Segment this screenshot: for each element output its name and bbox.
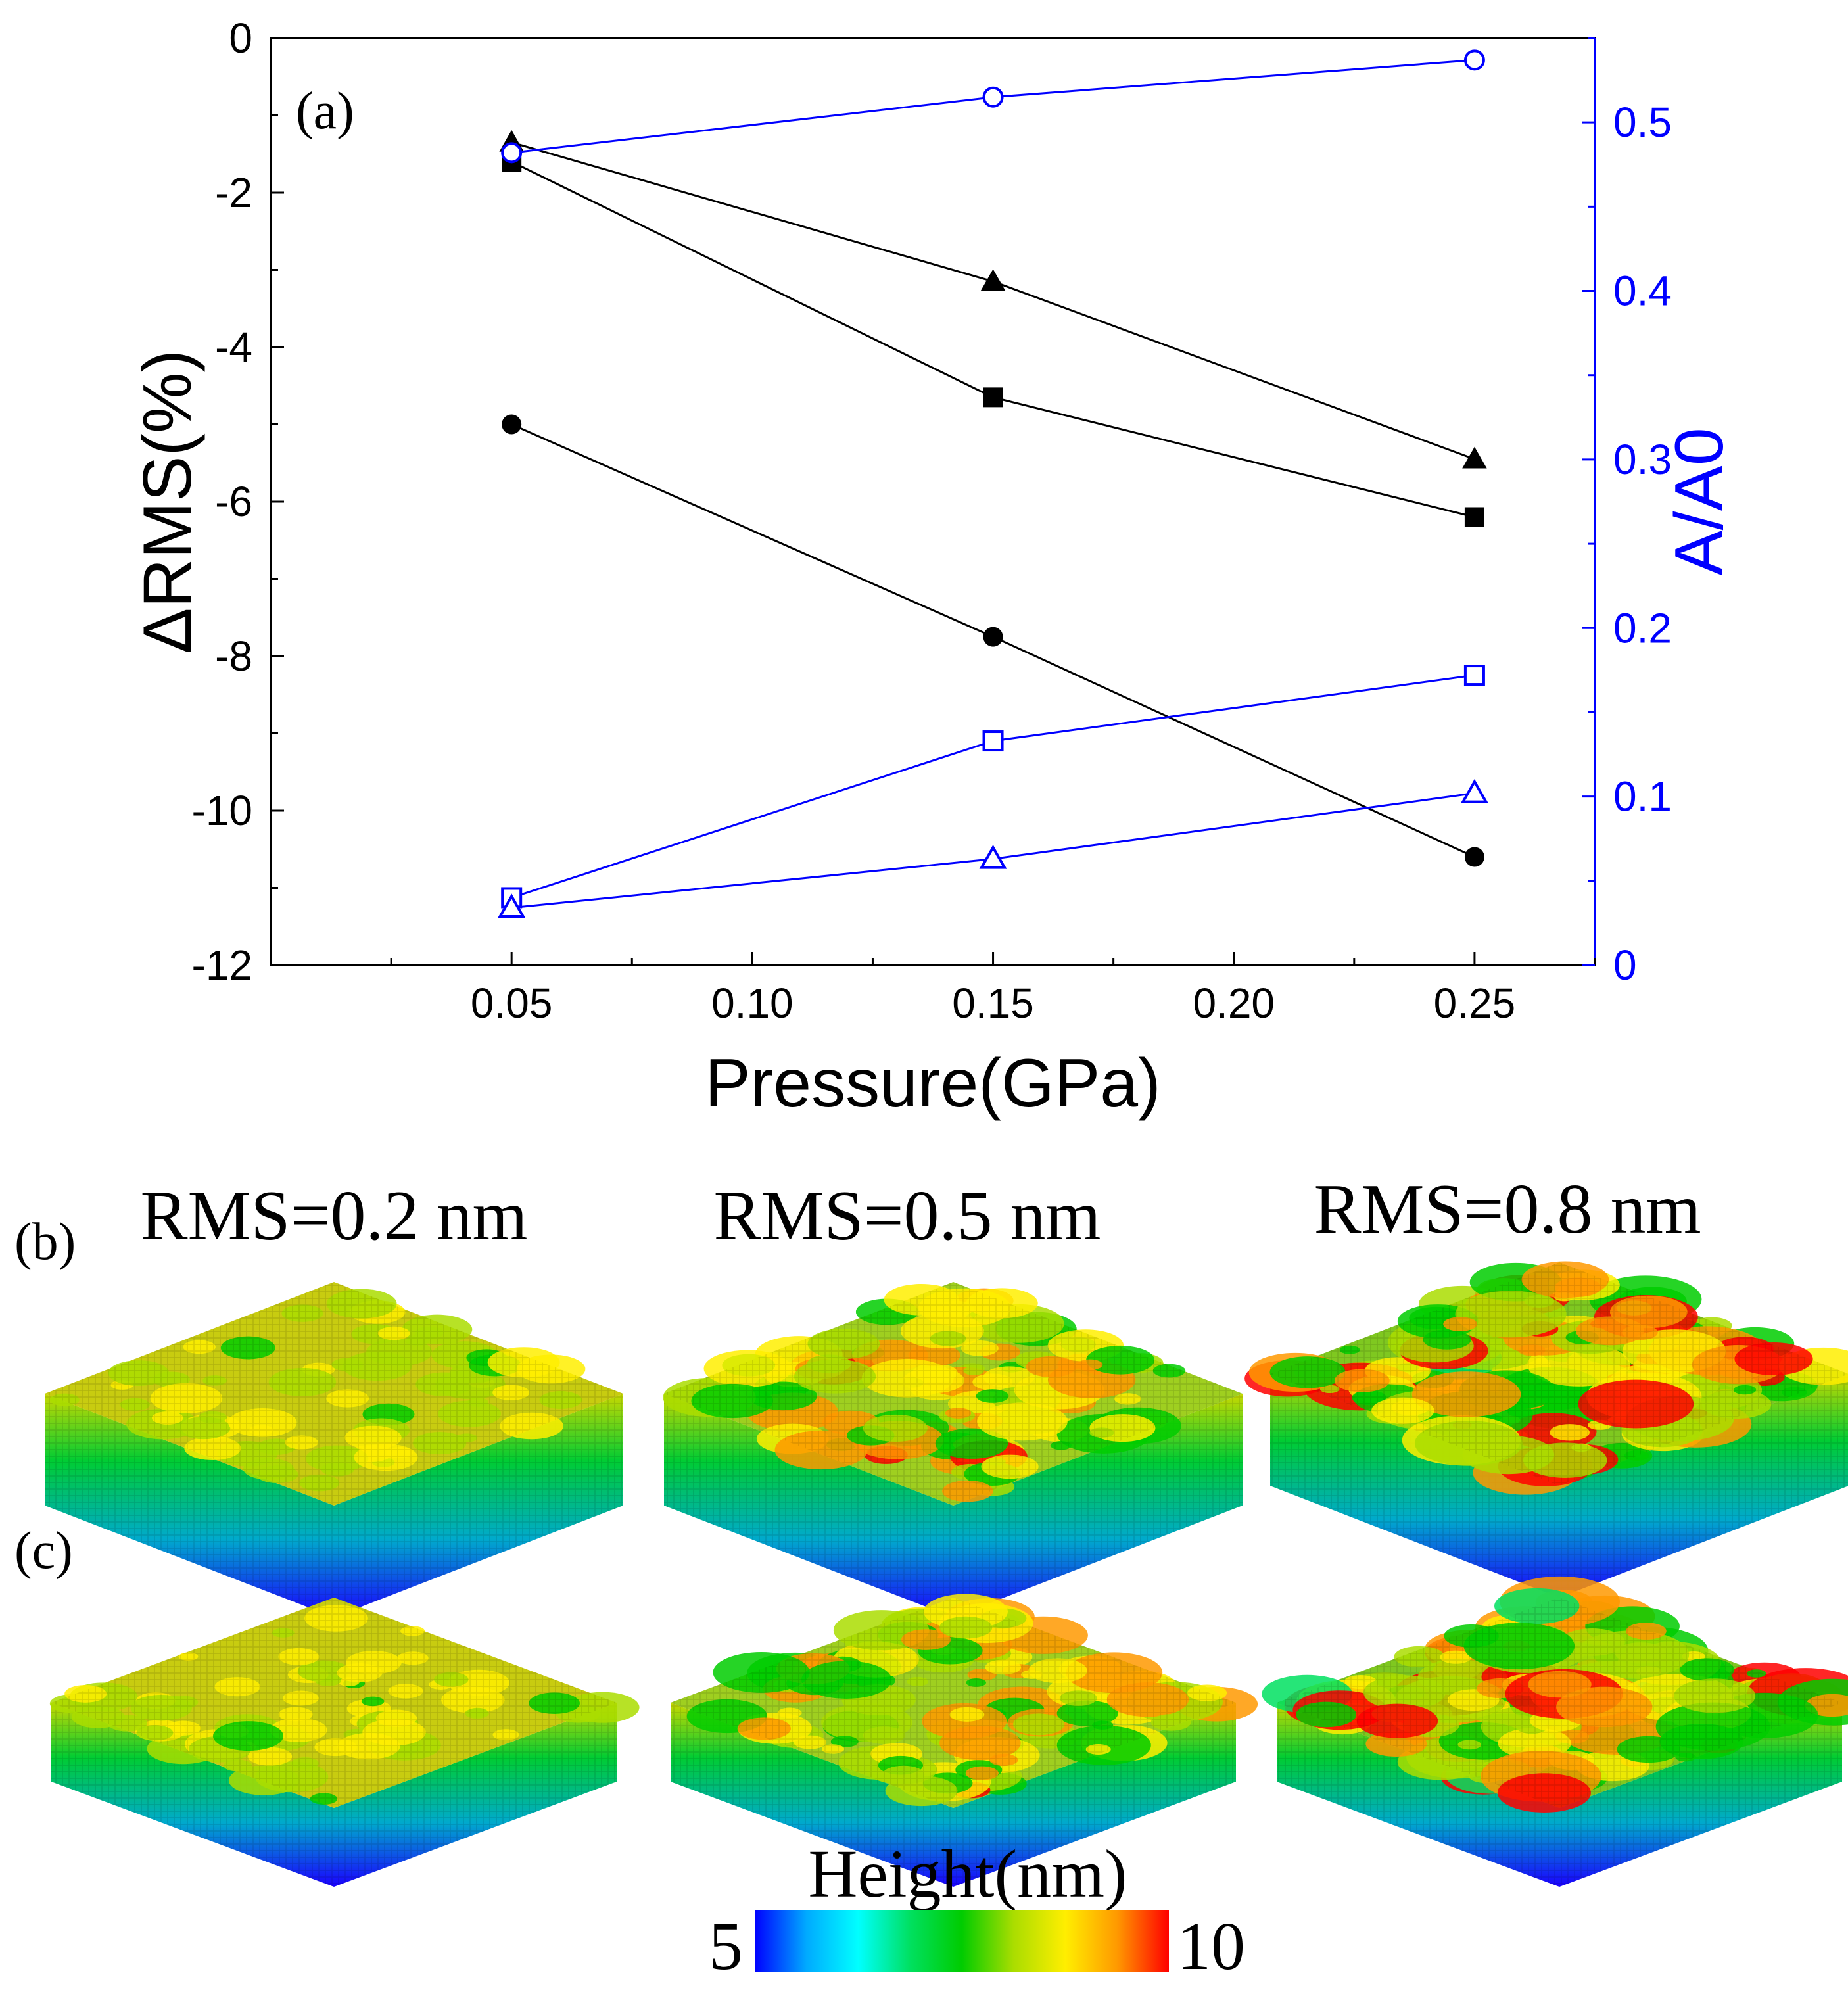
colorbar-gradient — [755, 1910, 1169, 1972]
rms-title-2: RMS=0.5 nm — [713, 1177, 1101, 1255]
panel-b-label: (b) — [14, 1213, 76, 1271]
slab-left-texture — [664, 1394, 953, 1617]
series-4 — [501, 49, 1485, 164]
panel-c-label: (c) — [14, 1522, 73, 1580]
right-axis-ticks: 0 0.1 0.2 0.3 0.4 0.5 — [1582, 37, 1672, 989]
left-tick-label: -10 — [192, 787, 253, 834]
data-point-triangle — [980, 269, 1006, 291]
left-tick-label: 0 — [229, 14, 252, 62]
slab-left-texture — [45, 1394, 334, 1617]
series-6 — [498, 778, 1488, 918]
height-colorbar: Height(nm) 5 10 — [709, 1836, 1245, 1984]
x-axis-ticks: 0.05 0.10 0.15 0.20 0.25 — [390, 952, 1596, 1027]
surface-c-2 — [671, 1594, 1258, 1887]
slab-right-texture — [334, 1703, 617, 1887]
slab-right-texture — [1559, 1703, 1842, 1887]
data-point-circle — [983, 627, 1003, 647]
series-line — [511, 141, 1475, 460]
data-point-triangle — [1460, 778, 1488, 803]
slab-right-texture — [953, 1394, 1243, 1617]
data-point-circle — [502, 414, 522, 435]
data-point-circle — [1464, 847, 1484, 867]
series-2 — [502, 152, 1484, 527]
panel-a-label: (a) — [296, 82, 354, 140]
data-point-triangle — [1462, 446, 1487, 469]
data-point-triangle — [979, 844, 1007, 869]
left-tick-label: -2 — [215, 169, 252, 216]
slab-left-texture — [1270, 1374, 1559, 1598]
surface-c-1 — [49, 1598, 640, 1887]
right-tick-label: 0 — [1613, 941, 1637, 989]
data-point-triangle — [498, 893, 526, 918]
left-tick-label: -12 — [192, 941, 253, 989]
x-axis-label: Pressure(GPa) — [705, 1045, 1161, 1122]
data-point-circle — [501, 142, 523, 164]
series-layer — [498, 49, 1488, 918]
right-tick-label: 0.1 — [1613, 773, 1672, 820]
surface-b-3 — [1244, 1261, 1848, 1598]
slab-top-texture — [671, 1598, 1236, 1808]
surface-b-2 — [663, 1282, 1243, 1617]
left-tick-label: -8 — [215, 632, 252, 680]
slab-top-texture — [1270, 1262, 1848, 1486]
left-tick-label: -6 — [215, 478, 252, 525]
data-point-square — [1464, 507, 1484, 527]
slab-top-texture — [45, 1282, 623, 1506]
series-line — [511, 160, 1475, 518]
left-axis-label: ΔRMS(%) — [130, 350, 206, 653]
data-point-square — [1463, 665, 1485, 686]
pressure-chart: 0.05 0.10 0.15 0.20 0.25 0 -2 -4 -6 -8 -10 -12 0 0.… — [130, 14, 1738, 1122]
slab-left-texture — [51, 1703, 334, 1887]
rms-title-1: RMS=0.2 nm — [140, 1177, 527, 1255]
data-point-square — [982, 730, 1004, 752]
slab-left-texture — [1277, 1703, 1559, 1887]
surface-images — [45, 1261, 1848, 1887]
series-1 — [499, 130, 1487, 469]
x-tick-label: 0.05 — [471, 980, 553, 1027]
surface-c-3 — [1262, 1576, 1848, 1887]
slab-top-texture — [664, 1282, 1243, 1506]
right-tick-label: 0.3 — [1613, 436, 1672, 483]
slab-right-texture — [953, 1703, 1236, 1887]
right-axis-label: A/A0 — [1661, 427, 1738, 575]
colorbar-title: Height(nm) — [808, 1836, 1127, 1912]
slab-left-texture — [671, 1703, 953, 1887]
right-tick-label: 0.2 — [1613, 604, 1672, 652]
data-point-square — [983, 387, 1003, 408]
slab-top-texture — [1277, 1598, 1842, 1808]
x-tick-label: 0.10 — [711, 980, 794, 1027]
rms-title-3: RMS=0.8 nm — [1314, 1170, 1701, 1248]
slab-top-texture — [51, 1598, 617, 1808]
right-tick-label: 0.4 — [1613, 268, 1672, 315]
slab-right-texture — [1559, 1374, 1848, 1598]
series-5 — [501, 665, 1485, 909]
slab-right-texture — [334, 1394, 623, 1617]
left-axis-ticks: 0 -2 -4 -6 -8 -10 -12 — [192, 14, 284, 989]
colorbar-min-label: 5 — [709, 1909, 743, 1984]
x-tick-label: 0.20 — [1193, 980, 1275, 1027]
data-point-circle — [982, 86, 1004, 108]
x-tick-label: 0.25 — [1434, 980, 1516, 1027]
series-3 — [502, 414, 1484, 867]
colorbar-max-label: 10 — [1177, 1909, 1245, 1984]
plot-frame — [270, 37, 1596, 966]
data-point-circle — [1463, 49, 1485, 71]
left-tick-label: -4 — [215, 323, 252, 371]
surface-b-1 — [45, 1282, 623, 1617]
right-tick-label: 0.5 — [1613, 99, 1672, 146]
x-tick-label: 0.15 — [952, 980, 1034, 1027]
